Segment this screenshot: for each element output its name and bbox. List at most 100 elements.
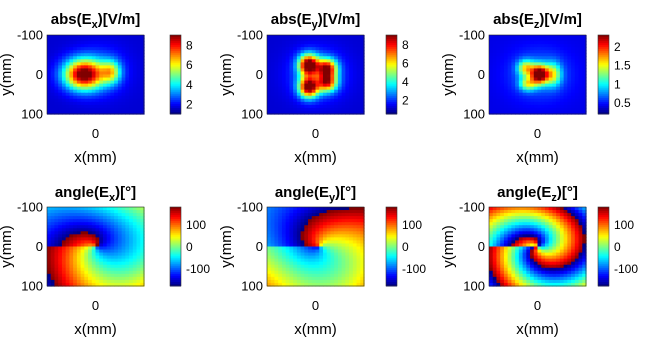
heatmap-cell [563, 267, 568, 272]
colorbar-segment [386, 102, 397, 105]
heatmap-cell [349, 258, 354, 263]
heatmap-cell [533, 89, 539, 94]
heatmap-cell [102, 104, 108, 109]
heatmap-cell [50, 249, 56, 254]
heatmap-cell [548, 71, 554, 76]
heatmap-cell [507, 252, 512, 257]
heatmap-cell [571, 35, 576, 39]
heatmap-cell [526, 98, 531, 103]
heatmap-cell [352, 86, 358, 91]
heatmap-cell [65, 62, 70, 66]
heatmap-cell [285, 225, 290, 229]
heatmap-cell [518, 264, 524, 269]
heatmap-cell [511, 255, 516, 260]
heatmap-cell [341, 252, 346, 257]
heatmap-cell [99, 56, 104, 60]
heatmap-cell [136, 243, 141, 248]
heatmap-cell [281, 53, 287, 57]
heatmap-cell [541, 207, 546, 211]
heatmap-cell [125, 255, 130, 260]
heatmap-cell [281, 59, 287, 63]
heatmap-cell [274, 210, 279, 214]
heatmap-cell [114, 44, 119, 48]
heatmap-cell [47, 258, 52, 263]
heatmap-cell [582, 95, 587, 100]
heatmap-cell [300, 225, 305, 229]
heatmap-cell [511, 92, 516, 97]
heatmap-cell [526, 59, 531, 63]
heatmap-cell [322, 240, 328, 245]
heatmap-cell [341, 246, 346, 251]
heatmap-cell [136, 89, 141, 94]
heatmap-cell [518, 62, 524, 66]
heatmap-cell [537, 53, 542, 57]
heatmap-cell [117, 38, 123, 42]
heatmap-cell [278, 252, 283, 257]
heatmap-cell [300, 92, 305, 97]
heatmap-cell [552, 80, 557, 85]
heatmap-cell [345, 53, 350, 57]
heatmap-cell [496, 261, 501, 266]
heatmap-cell [110, 35, 115, 39]
heatmap-cell [293, 41, 298, 45]
heatmap-cell [552, 50, 557, 54]
heatmap-cell [563, 261, 568, 266]
heatmap-cell [84, 219, 89, 223]
heatmap-cell [129, 35, 134, 39]
heatmap-cell [304, 216, 309, 220]
heatmap-cell [559, 38, 565, 42]
heatmap-cell [61, 270, 67, 275]
heatmap-cell [76, 267, 82, 272]
heatmap-cell [58, 255, 63, 260]
heatmap-cell [125, 210, 130, 214]
heatmap-cell [322, 249, 328, 254]
heatmap-cell [140, 273, 145, 278]
heatmap-cell [278, 258, 283, 263]
heatmap-cell [582, 282, 587, 287]
heatmap-cell [285, 98, 290, 103]
heatmap-cell [270, 246, 276, 251]
heatmap-cell [308, 56, 313, 60]
heatmap-cell [349, 107, 354, 112]
heatmap-cell [526, 282, 531, 287]
colorbar-segment [598, 80, 609, 83]
heatmap-cell [496, 65, 501, 70]
heatmap-cell [515, 258, 520, 263]
heatmap-cell [567, 107, 572, 112]
heatmap-cell [360, 264, 365, 269]
heatmap-cell [541, 92, 546, 97]
heatmap-cell [106, 107, 112, 112]
heatmap-cell [563, 270, 568, 275]
heatmap-cell [548, 98, 554, 103]
heatmap-cell [54, 210, 59, 214]
heatmap-cell [270, 89, 276, 94]
heatmap-cell [530, 234, 535, 238]
heatmap-cell [50, 38, 56, 42]
heatmap-cell [500, 86, 505, 91]
heatmap-cell [88, 237, 93, 242]
heatmap-cell [80, 104, 85, 109]
heatmap-cell [102, 86, 108, 91]
heatmap-cell [50, 35, 56, 39]
heatmap-cell [544, 83, 550, 88]
heatmap-cell [522, 255, 527, 260]
heatmap-cell [132, 83, 138, 88]
colorbar-segment [170, 240, 181, 244]
heatmap-cell [578, 89, 583, 94]
heatmap-cell [76, 216, 82, 220]
heatmap-cell [556, 207, 561, 211]
heatmap-cell [522, 107, 527, 112]
heatmap-cell [106, 89, 112, 94]
heatmap-cell [334, 234, 339, 238]
heatmap-cell [533, 210, 539, 214]
heatmap-cell [496, 56, 501, 60]
heatmap-cell [533, 83, 539, 88]
heatmap-cell [507, 225, 512, 229]
heatmap-cell [489, 50, 494, 54]
heatmap-cell [503, 270, 509, 275]
heatmap-cell [556, 267, 561, 272]
heatmap-cell [556, 71, 561, 76]
heatmap-cell [300, 282, 305, 287]
heatmap-cell [106, 249, 112, 254]
